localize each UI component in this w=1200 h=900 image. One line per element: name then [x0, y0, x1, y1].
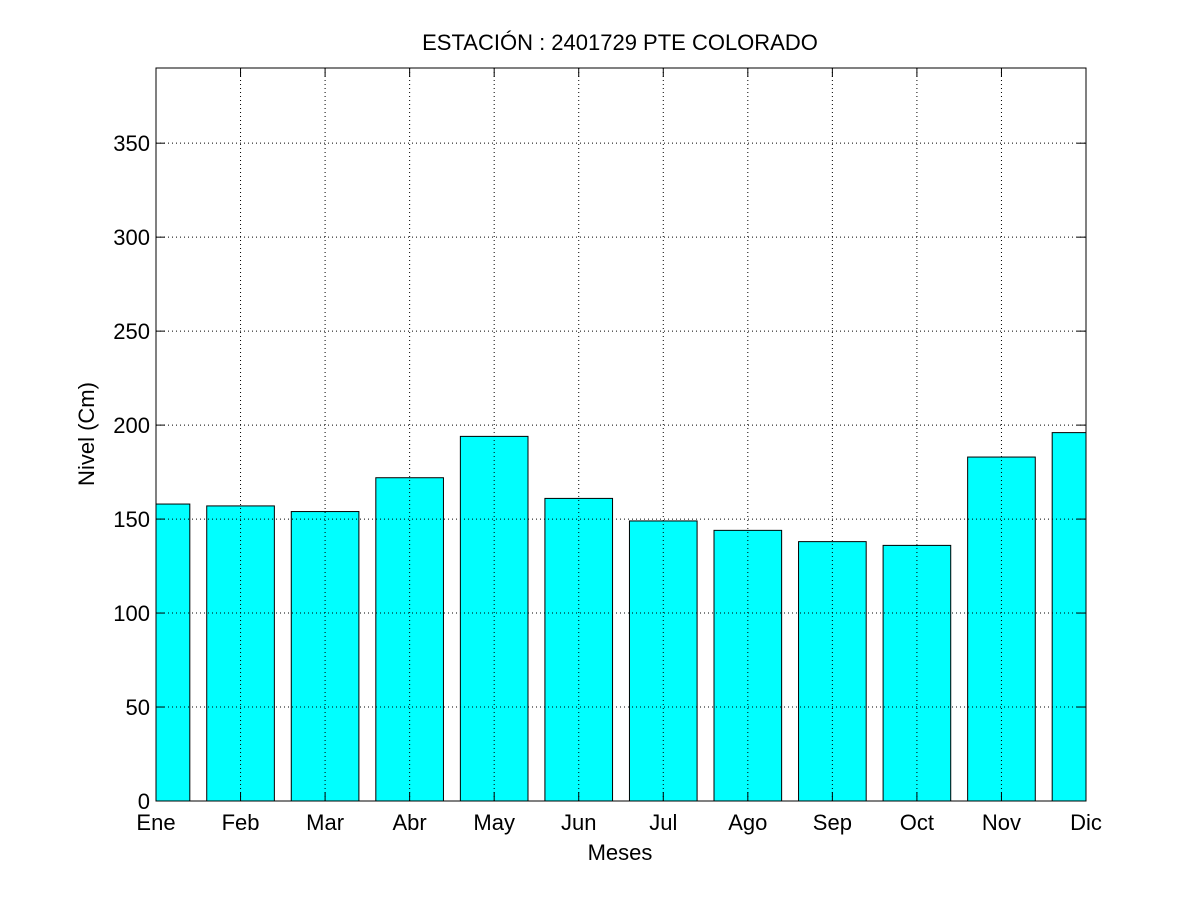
bar-jun — [544, 497, 614, 801]
y-tick-label: 300 — [113, 225, 150, 250]
y-tick-label: 50 — [126, 695, 150, 720]
bar-oct — [882, 544, 952, 801]
x-tick-label-mar: Mar — [306, 810, 344, 835]
bar-ene — [156, 503, 191, 801]
x-tick-label-feb: Feb — [222, 810, 260, 835]
y-tick-label: 150 — [113, 507, 150, 532]
y-tick-label: 100 — [113, 601, 150, 626]
y-axis-label: Nivel (Cm) — [74, 382, 99, 486]
x-tick-label-ago: Ago — [728, 810, 767, 835]
y-tick-label: 250 — [113, 319, 150, 344]
x-tick-label-sep: Sep — [813, 810, 852, 835]
y-tick-label: 350 — [113, 131, 150, 156]
x-tick-label-nov: Nov — [982, 810, 1021, 835]
x-tick-label-dic: Dic — [1070, 810, 1102, 835]
chart-title: ESTACIÓN : 2401729 PTE COLORADO — [422, 30, 818, 55]
y-tick-label: 0 — [138, 789, 150, 814]
plot-frame — [155, 67, 1087, 802]
bar-nov — [967, 456, 1036, 801]
x-tick-label-jul: Jul — [649, 810, 677, 835]
bar-ago — [713, 529, 783, 801]
bar-feb — [206, 505, 275, 801]
x-tick-label-oct: Oct — [900, 810, 934, 835]
bars-group — [156, 432, 1086, 801]
bar-dic — [1051, 432, 1086, 801]
x-tick-label-jun: Jun — [561, 810, 596, 835]
bar-abr — [375, 477, 444, 801]
x-axis-label: Meses — [588, 840, 653, 865]
y-tick-label: 200 — [113, 413, 150, 438]
x-tick-label-may: May — [473, 810, 515, 835]
x-tick-label-abr: Abr — [393, 810, 427, 835]
x-tick-label-ene: Ene — [136, 810, 175, 835]
bar-may — [459, 435, 529, 801]
